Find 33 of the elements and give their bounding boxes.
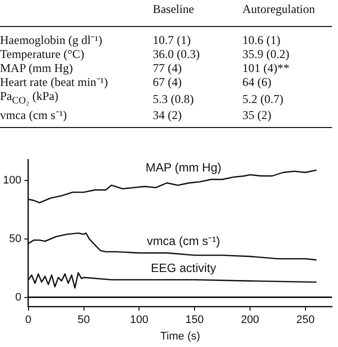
- series-label: vmca (cm s⁻¹): [146, 234, 220, 248]
- text: Haemoglobin (g dl⁻¹): [0, 33, 104, 47]
- text: Baseline: [152, 1, 196, 18]
- text: 36.0 (0.3): [152, 47, 201, 61]
- text: 34 (2): [152, 108, 183, 122]
- text: 67 (4): [152, 75, 183, 89]
- text: 10.6 (1): [242, 33, 282, 47]
- text: 101 (4)**: [242, 61, 290, 75]
- y-tick-label: 50: [9, 232, 22, 245]
- series-label: EEG activity: [150, 261, 216, 276]
- text: 10.7 (1): [152, 33, 192, 47]
- text: Autoregulation: [242, 1, 316, 18]
- text: Temperature (°C): [0, 47, 86, 61]
- text: MAP (mm Hg): [0, 61, 74, 75]
- y-tick-label: 100: [2, 174, 22, 187]
- text: 64 (6): [242, 75, 272, 89]
- text: 5.3 (0.8): [152, 90, 195, 108]
- x-tick-label: 250: [296, 314, 315, 326]
- y-tick-label: 0: [15, 291, 22, 304]
- text: 35.9 (0.2): [242, 47, 290, 61]
- series-label: MAP (mm Hg): [146, 160, 222, 175]
- x-tick-label: 0: [25, 314, 32, 326]
- text: 35 (2): [242, 108, 272, 122]
- text: Pa$_{CO₂}$ (kPa): [0, 89, 60, 108]
- text: Heart rate (beat min⁻¹): [0, 75, 109, 89]
- x-tick-label: 150: [185, 314, 204, 326]
- text: vmca (cm s⁻¹): [0, 108, 68, 122]
- x-axis-title: Time (s): [160, 330, 200, 342]
- text: 5.2 (0.7): [242, 90, 284, 108]
- text: 77 (4): [152, 61, 183, 75]
- x-tick-label: 50: [78, 314, 90, 326]
- x-tick-label: 200: [240, 314, 260, 326]
- x-tick-label: 100: [130, 314, 148, 326]
